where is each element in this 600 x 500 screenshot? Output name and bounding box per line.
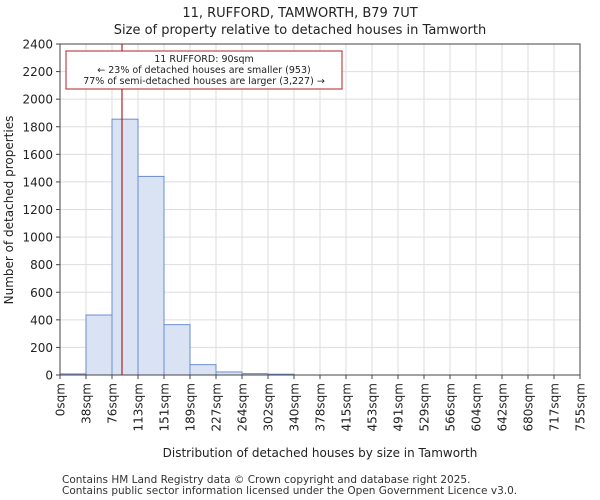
annotation-box: 11 RUFFORD: 90sqm ← 23% of detached hous…	[65, 50, 343, 90]
x-tick-label: 717sqm	[548, 383, 562, 431]
y-tick-label: 1200	[22, 203, 53, 217]
histogram-bar	[137, 175, 165, 376]
histogram-bar	[111, 118, 139, 376]
y-tick-label: 0	[45, 369, 53, 383]
x-tick-label: 38sqm	[80, 383, 94, 424]
x-tick-label: 227sqm	[210, 383, 224, 431]
x-tick-label: 264sqm	[236, 383, 250, 431]
x-tick-label: 642sqm	[496, 383, 510, 431]
x-tick-label: 378sqm	[314, 383, 328, 431]
y-tick-label: 1400	[22, 175, 53, 189]
y-tick-label: 2200	[22, 65, 53, 79]
x-tick-label: 151sqm	[158, 383, 172, 431]
x-tick-label: 529sqm	[418, 383, 432, 431]
footer-line-2: Contains public sector information licen…	[62, 485, 518, 497]
y-tick-label: 600	[30, 286, 53, 300]
x-tick-label: 604sqm	[470, 383, 484, 431]
x-tick-label: 302sqm	[262, 383, 276, 431]
annotation-line-3: 77% of semi-detached houses are larger (…	[83, 76, 325, 87]
y-axis-label: Number of detached properties	[2, 116, 16, 305]
x-tick-label: 113sqm	[132, 383, 146, 431]
x-tick-label: 0sqm	[54, 383, 68, 416]
histogram-bar	[85, 314, 113, 376]
y-tick-label: 400	[30, 313, 53, 327]
x-tick-label: 566sqm	[444, 383, 458, 431]
x-tick-label: 491sqm	[392, 383, 406, 431]
y-tick-label: 2000	[22, 93, 53, 107]
chart-subtitle: Size of property relative to detached ho…	[113, 23, 487, 38]
footer-line-1: Contains HM Land Registry data © Crown c…	[62, 474, 471, 486]
x-tick-label: 755sqm	[574, 383, 588, 431]
histogram-bar	[189, 364, 217, 376]
x-tick-label: 340sqm	[288, 383, 302, 431]
y-tick-label: 2400	[22, 38, 53, 52]
y-tick-label: 1000	[22, 231, 53, 245]
y-tick-label: 1800	[22, 120, 53, 134]
x-tick-label: 453sqm	[366, 383, 380, 431]
annotation-line-2: ← 23% of detached houses are smaller (95…	[97, 65, 310, 76]
histogram-bar	[163, 324, 191, 376]
x-tick-label: 415sqm	[340, 383, 354, 431]
chart-title: 11, RUFFORD, TAMWORTH, B79 7UT	[182, 6, 418, 21]
x-tick-label: 680sqm	[522, 383, 536, 431]
y-tick-label: 1600	[22, 148, 53, 162]
x-axis-label: Distribution of detached houses by size …	[163, 446, 478, 460]
y-tick-label: 800	[30, 258, 53, 272]
x-tick-label: 76sqm	[106, 383, 120, 424]
y-tick-label: 200	[30, 341, 53, 355]
x-tick-label: 189sqm	[184, 383, 198, 431]
annotation-line-1: 11 RUFFORD: 90sqm	[154, 54, 254, 65]
